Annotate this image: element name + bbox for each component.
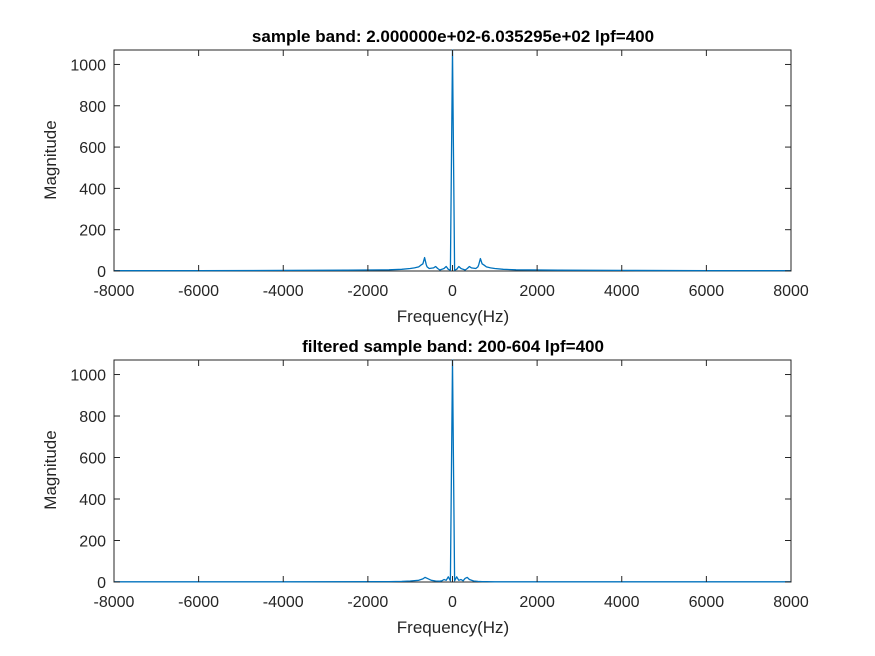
top-plot-xtick-label: -2000 xyxy=(347,283,388,300)
top-plot-series-0-line xyxy=(114,49,791,272)
bottom-plot-xtick-label: -8000 xyxy=(94,594,135,611)
top-plot-xtick-label: -8000 xyxy=(94,283,135,300)
top-plot: sample band: 2.000000e+02-6.035295e+02 l… xyxy=(41,27,809,326)
top-plot-ytick-label: 200 xyxy=(79,223,106,240)
bottom-plot-xlabel: Frequency(Hz) xyxy=(397,618,509,637)
bottom-plot-xtick-label: -4000 xyxy=(263,594,304,611)
bottom-plot-xtick-label: 0 xyxy=(448,594,457,611)
top-plot-xtick-label: 2000 xyxy=(519,283,555,300)
top-plot-ytick-label: 600 xyxy=(79,140,106,157)
top-plot-xtick-label: -6000 xyxy=(178,283,219,300)
bottom-plot-series-0-line xyxy=(114,359,791,583)
top-plot-ytick-label: 400 xyxy=(79,181,106,198)
top-plot-xtick-label: 0 xyxy=(448,283,457,300)
bottom-plot-ytick-label: 200 xyxy=(79,534,106,551)
top-plot-title: sample band: 2.000000e+02-6.035295e+02 l… xyxy=(252,27,654,46)
bottom-plot-xtick-label: -6000 xyxy=(178,594,219,611)
bottom-plot-title: filtered sample band: 200-604 lpf=400 xyxy=(302,337,604,356)
top-plot-ytick-label: 800 xyxy=(79,99,106,116)
top-plot-ytick-label: 1000 xyxy=(70,57,106,74)
top-plot-xtick-label: -4000 xyxy=(263,283,304,300)
bottom-plot-ytick-label: 400 xyxy=(79,492,106,509)
bottom-plot-ytick-label: 600 xyxy=(79,451,106,468)
bottom-plot-xtick-label: 6000 xyxy=(689,594,725,611)
top-plot-xtick-label: 8000 xyxy=(773,283,809,300)
bottom-plot-ytick-label: 0 xyxy=(97,575,106,592)
bottom-plot-ylabel: Magnitude xyxy=(41,430,60,509)
top-plot-xtick-label: 4000 xyxy=(604,283,640,300)
top-plot-xlabel: Frequency(Hz) xyxy=(397,307,509,326)
bottom-plot: filtered sample band: 200-604 lpf=400 Fr… xyxy=(41,337,809,637)
bottom-plot-xtick-label: 2000 xyxy=(519,594,555,611)
bottom-plot-ytick-label: 1000 xyxy=(70,368,106,385)
top-plot-xtick-label: 6000 xyxy=(689,283,725,300)
top-plot-ylabel: Magnitude xyxy=(41,120,60,199)
bottom-plot-xtick-label: -2000 xyxy=(347,594,388,611)
top-plot-ytick-label: 0 xyxy=(97,264,106,281)
bottom-plot-ytick-label: 800 xyxy=(79,409,106,426)
bottom-plot-xtick-label: 8000 xyxy=(773,594,809,611)
bottom-plot-xtick-label: 4000 xyxy=(604,594,640,611)
